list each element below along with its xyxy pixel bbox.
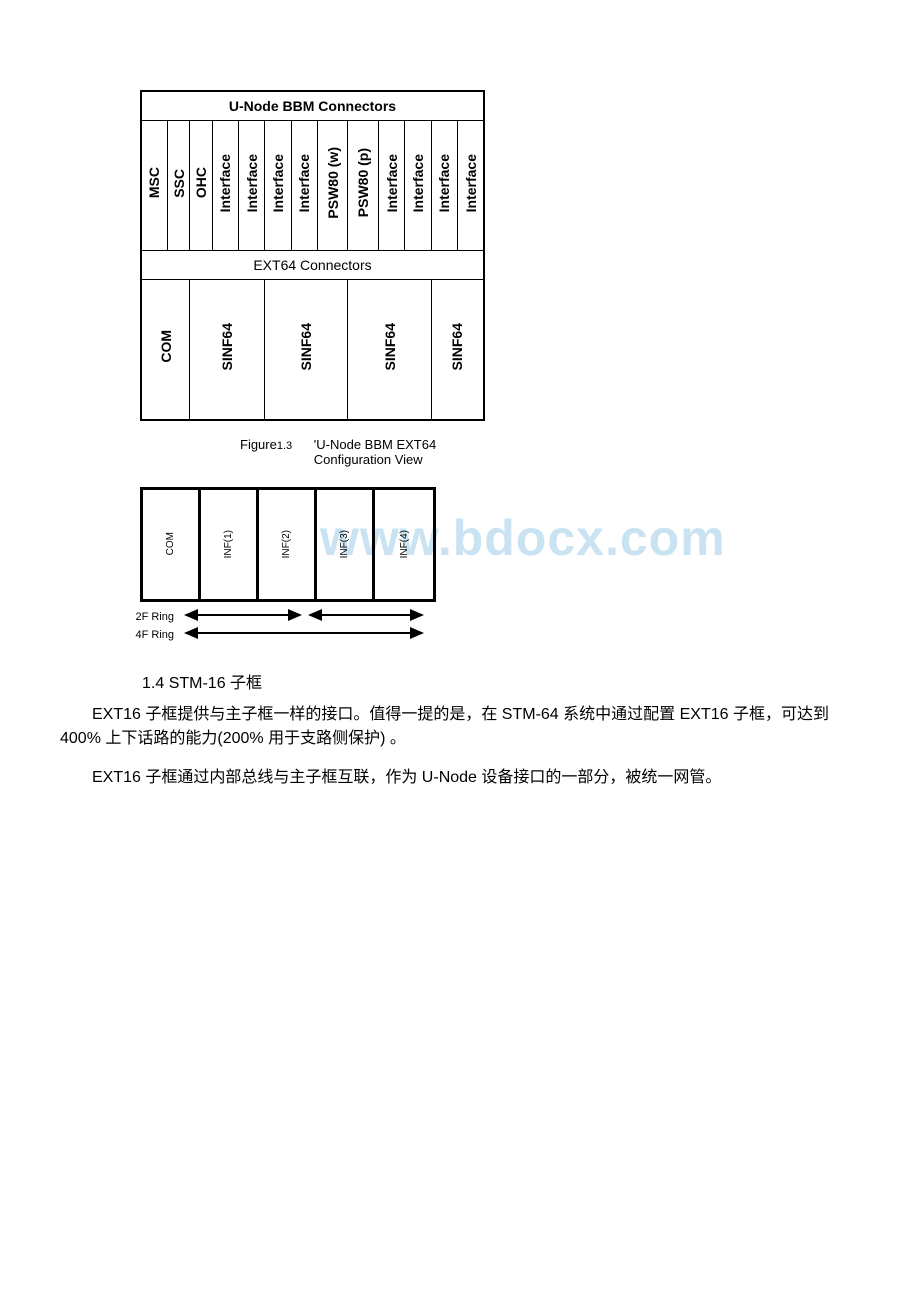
bbm-slot: OHC (190, 121, 212, 251)
figure-prefix: Figure (240, 437, 277, 452)
bbm-slot: PSW80 (p) (348, 121, 378, 251)
bbm-slot: Interface (265, 121, 291, 251)
bbm-slot: MSC (141, 121, 167, 251)
bbm-slot-row: MSC SSC OHC Interface Interface Interfac… (141, 121, 484, 251)
bbm-slot: Interface (212, 121, 238, 251)
bbm-slot: Interface (238, 121, 264, 251)
bbm-slot: PSW80 (w) (318, 121, 348, 251)
bbm-table: U-Node BBM Connectors MSC SSC OHC Interf… (140, 90, 485, 421)
bbm-diagram: U-Node BBM Connectors MSC SSC OHC Interf… (140, 90, 860, 647)
paragraph: EXT16 子框提供与主子框一样的接口。值得一提的是，在 STM-64 系统中通… (60, 703, 860, 753)
ring-labels: 2F Ring 4F Ring (122, 610, 178, 646)
inf-box: INF(3) (317, 490, 375, 599)
bbm-slot: Interface (458, 121, 485, 251)
inf-box: INF(2) (259, 490, 317, 599)
ext-slot-row: COM SINF64 SINF64 SINF64 SINF64 (141, 280, 484, 420)
bbm-slot: Interface (378, 121, 404, 251)
inf-box: COM (143, 490, 201, 599)
bbm-title: U-Node BBM Connectors (141, 91, 484, 121)
figure-num-value: 1.3 (277, 440, 292, 452)
figure-caption: Figure1.3 'U-Node BBM EXT64 Configuratio… (240, 437, 480, 467)
figure-text: 'U-Node BBM EXT64 Configuration View (314, 437, 436, 467)
section-heading: 1.4 STM-16 子框 (142, 669, 860, 693)
ext-slot: SINF64 (348, 280, 431, 420)
paragraph: EXT16 子框通过内部总线与主子框互联，作为 U-Node 设备接口的一部分，… (60, 766, 860, 791)
ext-slot: COM (141, 280, 190, 420)
watermark-part2: bdocx.com (453, 510, 726, 566)
ring-label-4f: 4F Ring (122, 629, 174, 641)
ext-slot: SINF64 (431, 280, 484, 420)
page: U-Node BBM Connectors MSC SSC OHC Interf… (0, 0, 920, 845)
ext-slot: SINF64 (190, 280, 265, 420)
ring-diagram: www.bdocx.com COM INF(1) INF(2) INF(3) I… (140, 487, 460, 647)
ring-label-2f: 2F Ring (122, 611, 174, 623)
bbm-slot: Interface (405, 121, 431, 251)
inf-box: INF(4) (375, 490, 433, 599)
bbm-slot: Interface (431, 121, 457, 251)
figure-line2: Configuration View (314, 452, 423, 467)
bbm-slot: SSC (167, 121, 189, 251)
figure-number: Figure1.3 (240, 437, 292, 452)
ring-arrows (178, 607, 458, 647)
ext-slot: SINF64 (265, 280, 348, 420)
inf-box: INF(1) (201, 490, 259, 599)
ext-title: EXT64 Connectors (141, 251, 484, 280)
figure-line1: 'U-Node BBM EXT64 (314, 437, 436, 452)
bbm-slot: Interface (291, 121, 317, 251)
inf-box-row: COM INF(1) INF(2) INF(3) INF(4) (140, 487, 436, 602)
